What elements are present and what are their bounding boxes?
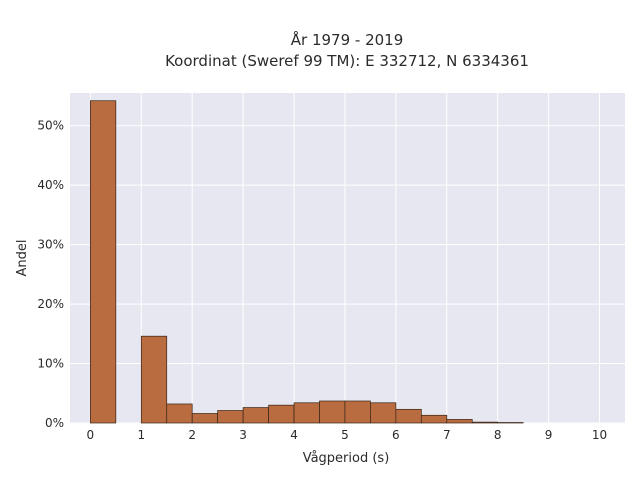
- histogram-bar: [242, 407, 269, 424]
- x-tick-label: 5: [341, 428, 349, 442]
- histogram-bar: [191, 413, 219, 424]
- x-axis-label: Vågperiod (s): [303, 451, 390, 466]
- x-tick-label: 4: [290, 428, 298, 442]
- histogram-bar: [293, 402, 320, 424]
- x-tick-label: 7: [443, 428, 451, 442]
- y-tick-label: 20%: [37, 297, 64, 311]
- histogram-bar: [370, 402, 397, 424]
- tick-labels: 0 1 2 3 4 5 6 7 8 9 10 0% 10% 20% 30% 40% 50%: [37, 119, 607, 442]
- y-axis-label: Andel: [15, 240, 30, 277]
- x-tick-label: 1: [137, 428, 145, 442]
- x-tick-label: 10: [592, 428, 607, 442]
- histogram-bar: [420, 414, 448, 424]
- y-tick-label: 50%: [37, 119, 64, 133]
- histogram-bar: [471, 421, 499, 424]
- x-tick-label: 0: [87, 428, 95, 442]
- x-tick-label: 6: [392, 428, 400, 442]
- y-tick-label: 0%: [45, 416, 64, 430]
- histogram-bar: [217, 410, 244, 424]
- histogram-bar: [166, 403, 193, 424]
- histogram-bar: [446, 419, 473, 424]
- histogram-bar: [268, 404, 295, 424]
- grid-lines: [70, 93, 625, 424]
- y-tick-label: 30%: [37, 238, 64, 252]
- y-tick-label: 40%: [37, 178, 64, 192]
- bars: [90, 100, 524, 424]
- y-tick-label: 10%: [37, 357, 64, 371]
- histogram-bar: [319, 400, 346, 424]
- x-tick-label: 3: [239, 428, 247, 442]
- histogram-bar: [395, 408, 422, 424]
- x-tick-label: 2: [188, 428, 196, 442]
- x-tick-label: 8: [494, 428, 502, 442]
- chart-subtitle: Koordinat (Sweref 99 TM): E 332712, N 63…: [165, 52, 529, 70]
- histogram-bar: [90, 100, 117, 424]
- histogram-bar: [344, 400, 371, 424]
- histogram-bar: [140, 335, 168, 424]
- chart-title: År 1979 - 2019: [291, 30, 404, 49]
- x-tick-label: 9: [545, 428, 553, 442]
